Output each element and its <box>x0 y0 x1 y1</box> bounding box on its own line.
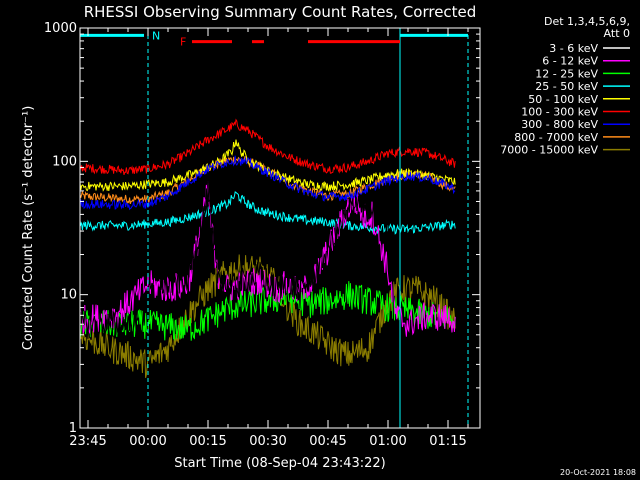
legend-header-line-2: Att 0 <box>604 27 630 40</box>
x-axis-label: Start Time (08-Sep-04 23:43:22) <box>174 456 385 471</box>
series-300-800-keV-line <box>79 155 456 211</box>
legend-header-line-1: Det 1,3,4,5,6,9, <box>544 15 630 28</box>
annotation-label: F <box>180 36 186 49</box>
plot-frame <box>79 27 481 429</box>
legend-label: 7000 - 15000 keV <box>500 144 598 157</box>
y-axis-label: Corrected Count Rate (s⁻¹ detector⁻¹) <box>21 106 36 351</box>
series-50-100-keV-line <box>79 139 456 193</box>
y-tick-label: 10 <box>60 288 77 303</box>
series-100-300-keV-line <box>79 118 456 176</box>
x-tick-label: 01:15 <box>429 434 466 449</box>
legend-label: 800 - 7000 keV <box>514 131 598 144</box>
x-tick-label: 00:45 <box>309 434 346 449</box>
legend-label: 12 - 25 keV <box>535 67 598 80</box>
x-tick-label: 00:30 <box>249 434 286 449</box>
x-tick-label: 00:15 <box>189 434 226 449</box>
axes: 1 10 100 1000 23:45 00:00 00:15 00:30 00:45 01:00… <box>44 21 480 449</box>
x-tick-label: 00:00 <box>129 434 166 449</box>
legend-label: 3 - 6 keV <box>549 42 598 55</box>
x-tick-label: 01:00 <box>369 434 406 449</box>
legend-label: 300 - 800 keV <box>521 118 598 131</box>
x-tick-label: 23:45 <box>69 434 106 449</box>
y-tick-label: 1000 <box>44 21 77 36</box>
chart-title: RHESSI Observing Summary Count Rates, Co… <box>84 3 477 21</box>
series-3-6-keV-line <box>79 181 456 429</box>
annotation-label: N <box>152 29 160 42</box>
footer-timestamp: 20-Oct-2021 18:08 <box>560 468 636 477</box>
legend-label: 6 - 12 keV <box>542 55 598 68</box>
legend-label: 100 - 300 keV <box>521 106 598 119</box>
y-tick-label: 100 <box>52 154 77 169</box>
series-25-50-keV-line <box>79 191 456 235</box>
y-tick-label: 1 <box>69 421 77 436</box>
legend-label: 50 - 100 keV <box>528 93 598 106</box>
legend-label: 25 - 50 keV <box>535 80 598 93</box>
